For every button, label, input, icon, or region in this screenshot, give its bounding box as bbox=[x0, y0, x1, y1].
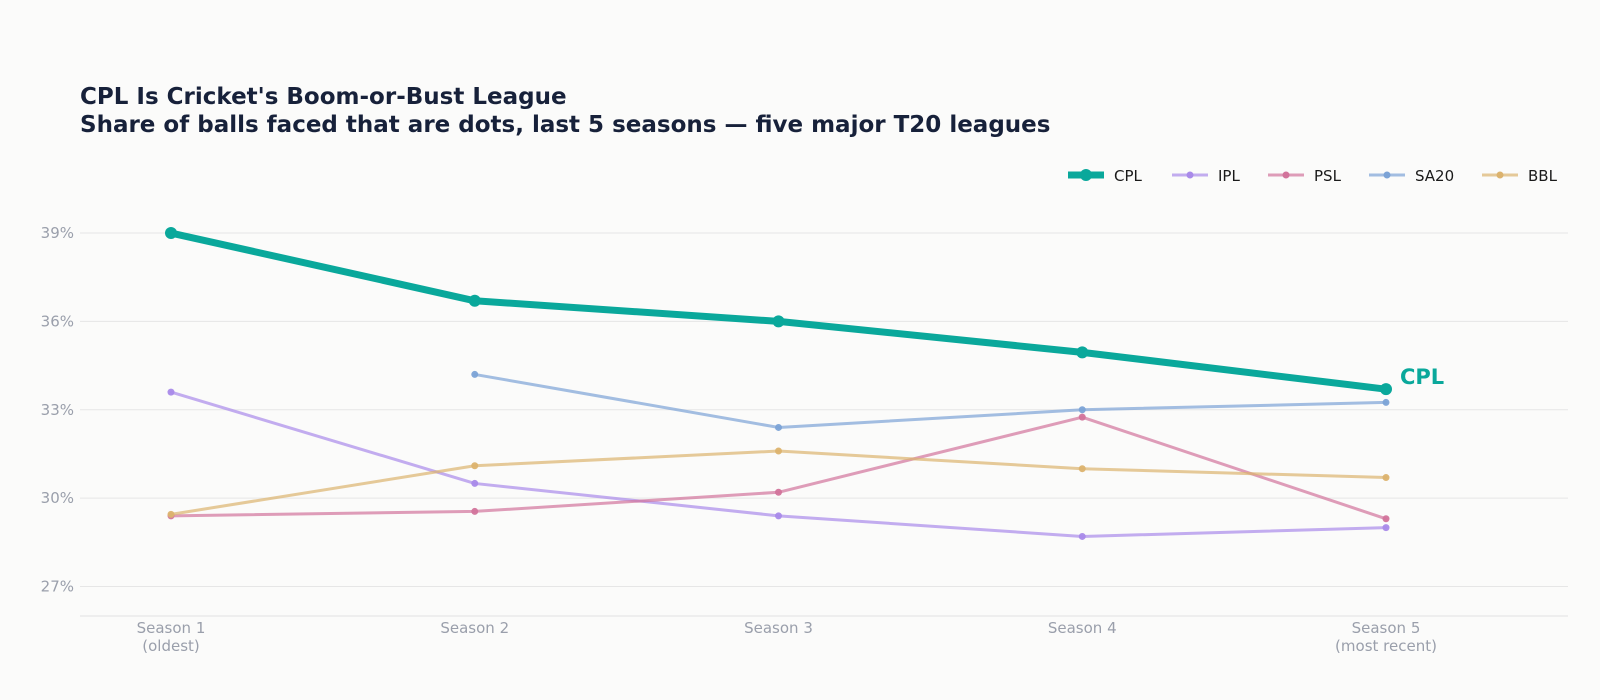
legend: CPL IPL PSL SA20 BBL bbox=[1068, 167, 1558, 185]
y-tick-label: 39% bbox=[41, 224, 74, 242]
data-point-cpl bbox=[165, 227, 177, 240]
data-point-sa20 bbox=[1078, 406, 1086, 414]
data-point-sa20 bbox=[471, 370, 479, 378]
data-point-cpl bbox=[1380, 383, 1392, 396]
data-point-bbl bbox=[471, 462, 479, 470]
series-line-sa20 bbox=[473, 372, 1388, 429]
x-tick-label: (most recent) bbox=[1335, 637, 1437, 655]
x-tick-label: Season 2 bbox=[440, 619, 509, 637]
legend-label-sa20: SA20 bbox=[1415, 167, 1454, 185]
legend-marker-sa20 bbox=[1383, 171, 1391, 179]
legend-marker-ipl bbox=[1186, 171, 1194, 179]
y-tick-label: 36% bbox=[41, 312, 74, 330]
x-tick-label: Season 5 bbox=[1352, 619, 1421, 637]
data-point-ipl bbox=[167, 388, 175, 396]
data-point-psl bbox=[1382, 515, 1390, 523]
series-end-label-cpl: CPL bbox=[1400, 365, 1444, 389]
data-point-ipl bbox=[775, 512, 782, 520]
legend-label-ipl: IPL bbox=[1218, 167, 1240, 185]
chart-subtitle: Share of balls faced that are dots, last… bbox=[80, 112, 1050, 138]
data-point-ipl bbox=[471, 479, 479, 487]
data-point-sa20 bbox=[1382, 398, 1390, 406]
series-line-bbl bbox=[169, 449, 1388, 516]
data-point-ipl bbox=[1382, 524, 1390, 532]
legend-marker-psl bbox=[1282, 171, 1290, 179]
x-tick-label: (oldest) bbox=[142, 637, 200, 655]
legend-label-cpl: CPL bbox=[1114, 167, 1143, 185]
data-point-bbl bbox=[775, 447, 782, 455]
data-point-sa20 bbox=[775, 423, 782, 431]
legend-label-psl: PSL bbox=[1314, 167, 1342, 185]
series-line-psl bbox=[169, 415, 1388, 521]
chart-title: CPL Is Cricket's Boom-or-Bust League bbox=[80, 84, 567, 110]
data-point-bbl bbox=[1382, 474, 1390, 482]
x-tick-label: Season 1 bbox=[137, 619, 206, 637]
data-point-psl bbox=[471, 507, 479, 515]
data-point-psl bbox=[1078, 413, 1086, 421]
data-point-cpl bbox=[468, 294, 481, 307]
y-tick-label: 27% bbox=[41, 578, 74, 596]
y-tick-label: 33% bbox=[41, 401, 74, 419]
legend-marker-bbl bbox=[1496, 171, 1504, 179]
series-lines: CPL bbox=[165, 227, 1444, 540]
y-tick-label: 30% bbox=[41, 489, 74, 507]
data-point-cpl bbox=[1076, 346, 1089, 359]
legend-label-bbl: BBL bbox=[1528, 167, 1558, 185]
data-point-bbl bbox=[1078, 465, 1086, 473]
data-point-cpl bbox=[772, 315, 785, 328]
y-axis: 27% 30% 33% 36% 39% bbox=[41, 224, 74, 596]
data-point-bbl bbox=[167, 510, 175, 518]
data-point-psl bbox=[775, 488, 782, 496]
legend-marker-cpl bbox=[1080, 169, 1092, 181]
data-point-ipl bbox=[1078, 532, 1086, 540]
series-line-cpl bbox=[167, 229, 1390, 393]
gridlines bbox=[80, 232, 1568, 617]
x-axis: Season 1(oldest) Season 2 Season 3 Season 4… bbox=[137, 619, 1437, 655]
x-tick-label: Season 4 bbox=[1048, 619, 1117, 637]
x-tick-label: Season 3 bbox=[744, 619, 813, 637]
